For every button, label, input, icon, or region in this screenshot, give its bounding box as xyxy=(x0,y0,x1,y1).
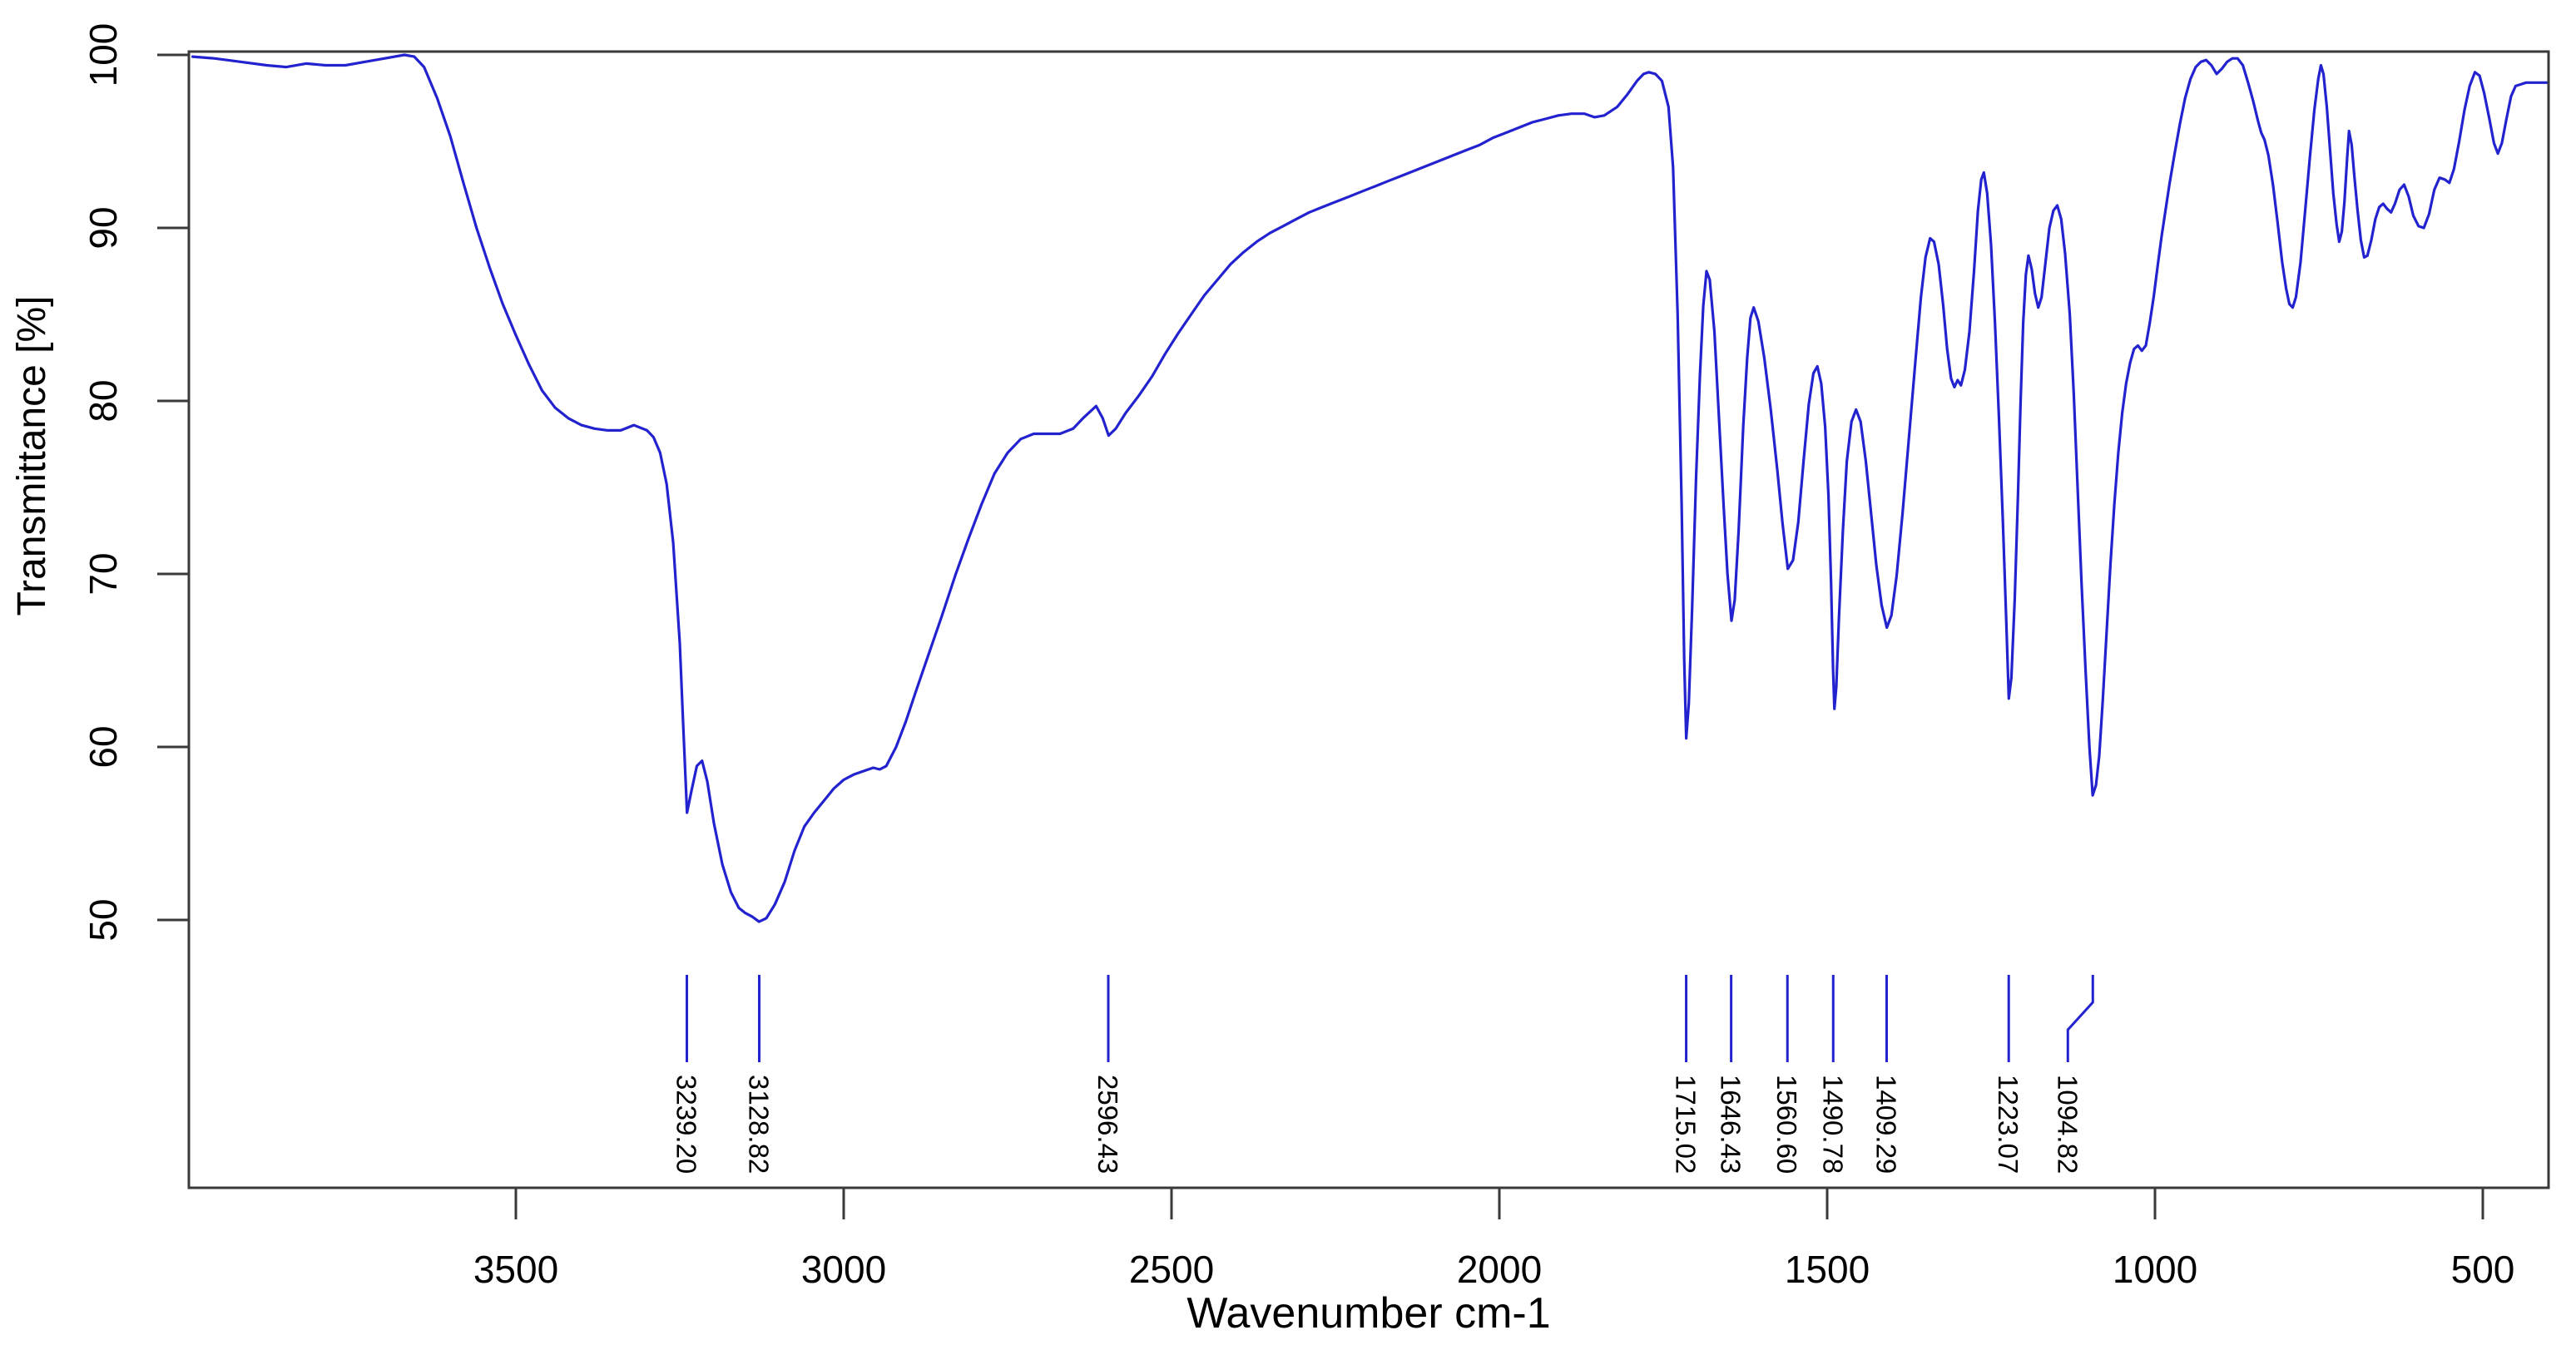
peak-wavenumber-label: 2596.43 xyxy=(1092,1075,1123,1174)
y-tick-label: 90 xyxy=(82,206,125,249)
x-tick-label: 3500 xyxy=(473,1248,558,1291)
x-tick-label: 2500 xyxy=(1129,1248,1214,1291)
peak-wavenumber-label: 1560.60 xyxy=(1771,1075,1802,1174)
y-tick-label: 80 xyxy=(82,379,125,422)
x-axis-title: Wavenumber cm-1 xyxy=(1186,1289,1550,1338)
x-tick-label: 1000 xyxy=(2113,1248,2197,1291)
peak-wavenumber-label: 1094.82 xyxy=(2052,1075,2083,1174)
x-tick-label: 500 xyxy=(2451,1248,2515,1291)
x-tick-label: 1500 xyxy=(1785,1248,1870,1291)
peak-wavenumber-label: 1409.29 xyxy=(1870,1075,1901,1174)
spectrum-curve xyxy=(191,53,2550,923)
peak-wavenumber-label: 3128.82 xyxy=(743,1075,774,1174)
peak-wavenumber-label: 1223.07 xyxy=(1993,1075,2024,1174)
x-tick-label: 2000 xyxy=(1457,1248,1542,1291)
peak-wavenumber-label: 1715.02 xyxy=(1671,1075,1702,1174)
y-axis-title: Transmittance [%] xyxy=(10,295,54,616)
peak-wavenumber-label: 3239.20 xyxy=(671,1075,702,1174)
peak-wavenumber-label: 1490.78 xyxy=(1817,1075,1848,1174)
peak-leader-line xyxy=(2066,975,2094,1062)
y-tick-label: 100 xyxy=(82,23,125,87)
y-tick-label: 50 xyxy=(82,898,125,941)
y-tick-label: 70 xyxy=(82,552,125,595)
y-tick-label: 60 xyxy=(82,725,125,768)
peak-wavenumber-label: 1646.43 xyxy=(1716,1075,1746,1174)
x-tick-label: 3000 xyxy=(801,1248,886,1291)
plot-frame xyxy=(187,50,2550,1189)
